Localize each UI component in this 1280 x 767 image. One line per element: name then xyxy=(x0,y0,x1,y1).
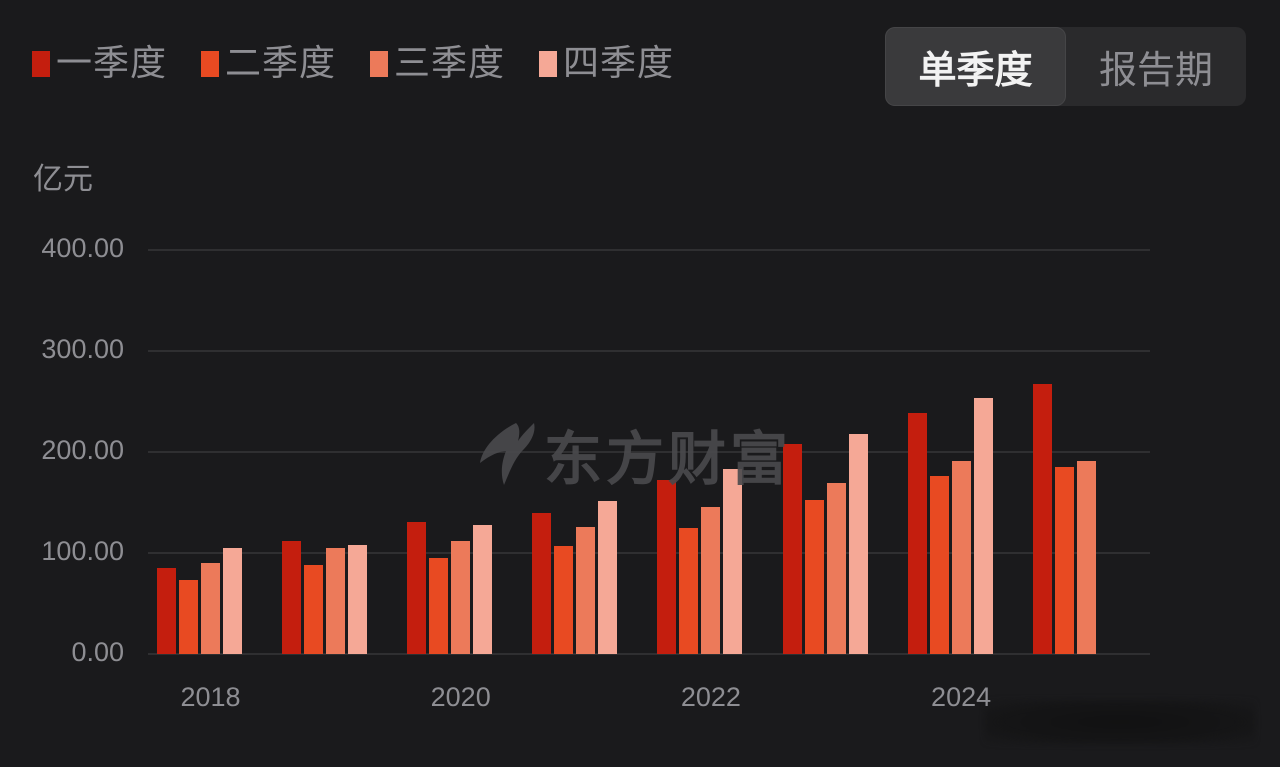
bar-2020-q4[interactable] xyxy=(473,524,493,654)
legend-label-q1: 一季度 xyxy=(56,43,168,84)
watermark-text: 东方财富 xyxy=(544,425,793,493)
legend-swatch-q3 xyxy=(370,51,389,77)
bar-2018-q4[interactable] xyxy=(223,547,242,654)
bar-2025-q2[interactable] xyxy=(1054,467,1074,654)
gridline xyxy=(148,350,1150,352)
bar-2024-q1[interactable] xyxy=(907,412,927,654)
chart-legend: 一季度 二季度 三季度 四季度 xyxy=(32,40,708,88)
legend-item-q1[interactable]: 一季度 xyxy=(32,40,167,88)
legend-item-q4[interactable]: 四季度 xyxy=(539,40,674,88)
bar-2024-q4[interactable] xyxy=(973,398,993,654)
legend-swatch-q1 xyxy=(32,51,50,77)
eastmoney-logo-icon xyxy=(480,423,535,485)
bar-2018-q3[interactable] xyxy=(201,563,220,654)
bar-2022-q3[interactable] xyxy=(701,506,721,654)
legend-item-q3[interactable]: 三季度 xyxy=(370,40,505,88)
bar-2018-q2[interactable] xyxy=(179,580,198,654)
legend-swatch-q2 xyxy=(201,51,220,77)
x-tick-label: 2018 xyxy=(180,682,241,712)
bar-2019-q4[interactable] xyxy=(348,544,368,654)
bar-2023-q4[interactable] xyxy=(848,433,868,654)
x-tick-label: 2022 xyxy=(680,682,741,712)
report-period-tab[interactable]: 报告期 xyxy=(1098,48,1213,92)
bar-2023-q3[interactable] xyxy=(826,483,846,654)
y-axis-unit: 亿元 xyxy=(33,162,93,197)
single-quarter-tab[interactable]: 单季度 xyxy=(885,27,1066,106)
bar-2023-q2[interactable] xyxy=(804,500,824,654)
gridline xyxy=(148,552,1150,554)
bar-2022-q1[interactable] xyxy=(657,480,677,654)
watermark: 东方财富 xyxy=(476,412,792,496)
bar-2020-q3[interactable] xyxy=(451,540,471,654)
legend-label-q2: 二季度 xyxy=(225,43,337,84)
bar-2019-q1[interactable] xyxy=(282,540,302,654)
bar-2019-q2[interactable] xyxy=(304,565,324,654)
y-tick-label: 100.00 xyxy=(41,536,124,566)
legend-item-q2[interactable]: 二季度 xyxy=(201,40,336,88)
bar-2020-q1[interactable] xyxy=(407,521,427,654)
gridline xyxy=(148,249,1150,251)
legend-swatch-q4 xyxy=(539,51,558,77)
y-tick-label: 300.00 xyxy=(41,334,124,364)
bar-2024-q2[interactable] xyxy=(929,476,949,654)
y-tick-label: 200.00 xyxy=(41,435,124,465)
period-toggle: 单季度 报告期 xyxy=(885,27,1246,106)
bar-2021-q3[interactable] xyxy=(576,526,596,654)
legend-label-q3: 三季度 xyxy=(394,43,506,84)
bar-2021-q2[interactable] xyxy=(554,545,574,654)
y-tick-label: 400.00 xyxy=(41,233,124,263)
x-tick-label: 2024 xyxy=(931,682,992,712)
bar-2023-q1[interactable] xyxy=(782,443,802,654)
bar-2022-q4[interactable] xyxy=(723,469,743,654)
bar-2021-q4[interactable] xyxy=(598,501,618,654)
bar-2024-q3[interactable] xyxy=(951,461,971,654)
y-tick-label: 0.00 xyxy=(71,637,124,667)
legend-label-q4: 四季度 xyxy=(563,43,675,84)
gridline xyxy=(148,653,1150,655)
bar-2020-q2[interactable] xyxy=(429,558,449,654)
gridline xyxy=(148,451,1150,453)
blurred-watermark xyxy=(985,700,1255,744)
bar-2018-q1[interactable] xyxy=(157,568,176,654)
x-tick-label: 2020 xyxy=(430,682,491,712)
bar-2021-q1[interactable] xyxy=(532,512,552,654)
bar-2019-q3[interactable] xyxy=(326,547,346,654)
bar-2025-q1[interactable] xyxy=(1032,384,1052,654)
bar-2022-q2[interactable] xyxy=(679,527,699,654)
bar-2025-q3[interactable] xyxy=(1076,461,1096,654)
